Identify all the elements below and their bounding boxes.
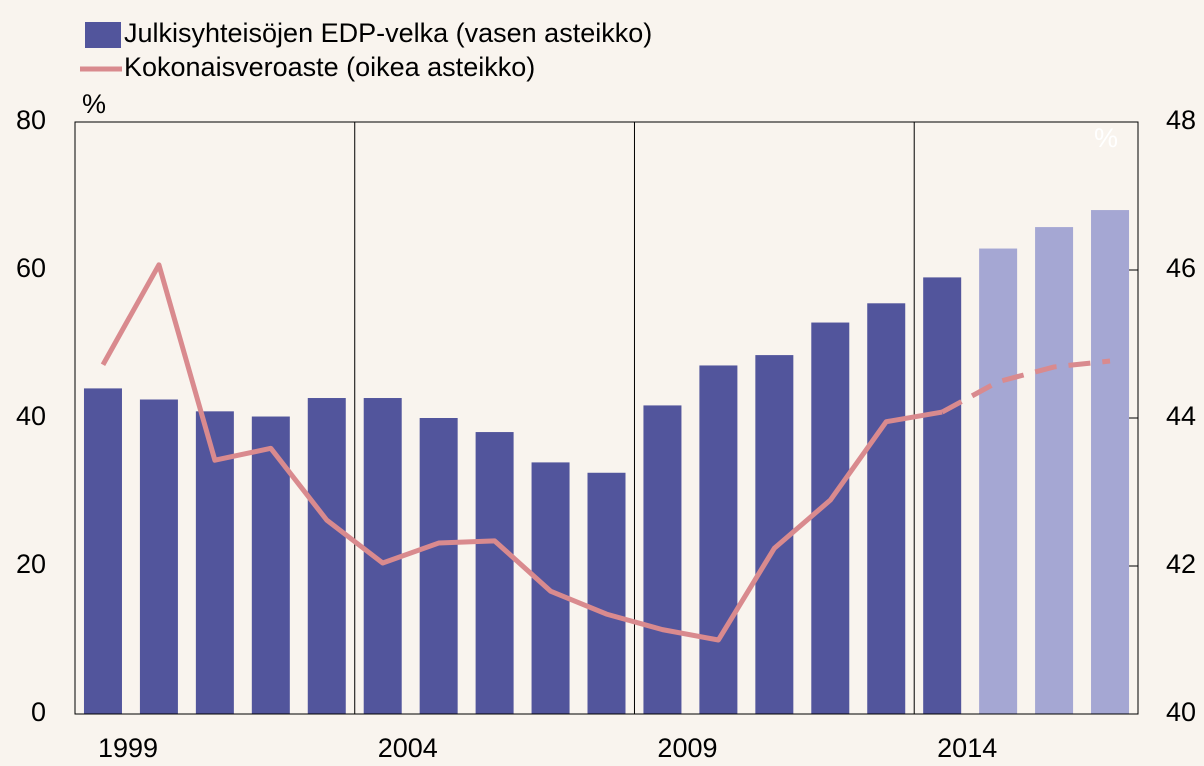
y2-tick-label: 46: [1166, 253, 1196, 283]
x-tick-label: 1999: [98, 733, 158, 763]
x-tick-label: 2014: [937, 733, 997, 763]
y2-tick-label: 42: [1166, 549, 1196, 579]
y-tick-label: 80: [16, 105, 46, 135]
bar: [139, 399, 178, 714]
line-forecast: [940, 358, 1111, 415]
y-tick-label: 60: [16, 253, 46, 283]
bar: [419, 418, 458, 714]
y-unit: %: [82, 89, 106, 119]
y-tick-label: 20: [16, 549, 46, 579]
x-tick-label: 2009: [657, 733, 717, 763]
bar: [979, 248, 1018, 715]
bar: [1091, 210, 1130, 714]
legend-label: Julkisyhteisöjen EDP-velka (vasen asteik…: [124, 18, 652, 48]
y2-tick-label: 48: [1166, 105, 1196, 135]
bar: [867, 303, 906, 714]
bar: [923, 277, 962, 714]
plot-frame: [74, 121, 1139, 715]
x-tick-label: 2004: [378, 733, 438, 763]
bar: [587, 472, 626, 714]
y2-tick-label: 44: [1166, 401, 1196, 431]
bar: [307, 398, 346, 714]
legend-label: Kokonaisveroaste (oikea asteikko): [124, 52, 535, 82]
bar: [83, 388, 122, 714]
legend-swatch: [85, 22, 121, 48]
bar: [1035, 227, 1074, 714]
y2-tick-label: 40: [1166, 697, 1196, 727]
bar: [475, 432, 514, 714]
bar: [251, 416, 290, 714]
bar: [699, 365, 738, 714]
bar: [643, 405, 682, 714]
y2-unit: %: [1094, 123, 1118, 153]
y-tick-label: 0: [31, 697, 46, 727]
y-tick-label: 40: [16, 401, 46, 431]
bar: [811, 322, 850, 714]
line: [100, 262, 943, 643]
